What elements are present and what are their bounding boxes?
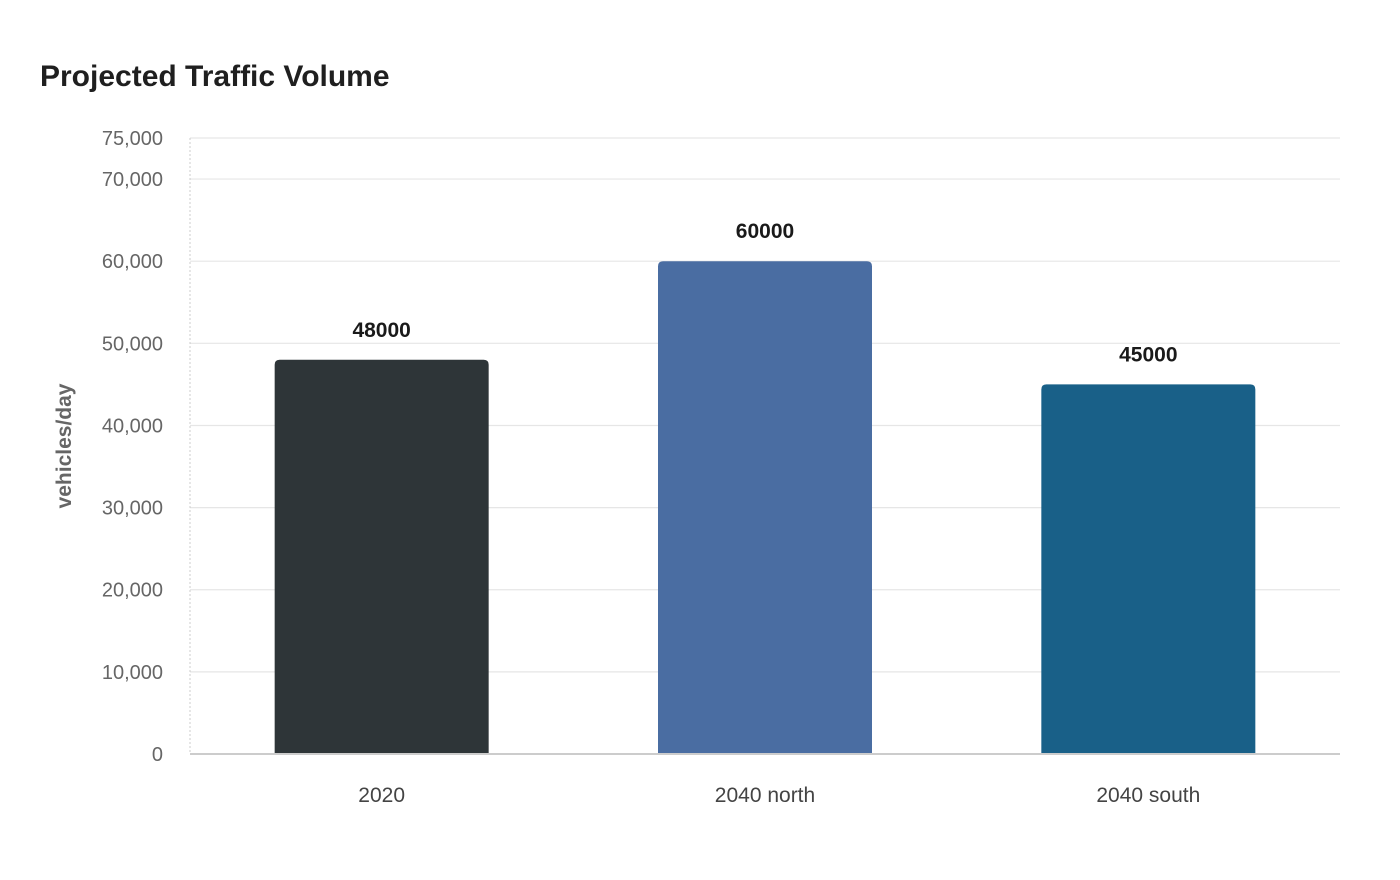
- y-axis-ticks: 0 10,000 20,000 30,000 40,000 50,000 60,000 70,…: [102, 128, 163, 766]
- bars: [274, 261, 1256, 754]
- y-tick-label: 30,000: [102, 498, 163, 520]
- bar-value-label: 60000: [736, 220, 794, 243]
- y-tick-label: 10,000: [102, 662, 163, 684]
- bar-value-label: 48000: [352, 319, 410, 342]
- y-tick-label: 50,000: [102, 333, 163, 355]
- y-tick-label: 60,000: [102, 251, 163, 273]
- value-labels: 48000 60000 45000: [352, 220, 1177, 366]
- bar-2040-south: [1041, 384, 1256, 754]
- y-tick-label: 20,000: [102, 580, 163, 602]
- y-axis-title: vehicles/day: [53, 383, 76, 508]
- x-axis-ticks: 2020 2040 north 2040 south: [358, 784, 1200, 807]
- bar-2020: [274, 359, 489, 754]
- y-tick-label: 0: [152, 744, 163, 766]
- chart-title: Projected Traffic Volume: [40, 60, 390, 93]
- x-tick-label: 2040 south: [1096, 784, 1200, 807]
- bar-value-label: 45000: [1119, 343, 1177, 366]
- y-tick-label: 70,000: [102, 169, 163, 191]
- bar-2040-north: [658, 261, 872, 754]
- y-tick-label: 40,000: [102, 415, 163, 437]
- y-tick-label: 75,000: [102, 128, 163, 150]
- x-tick-label: 2040 north: [715, 784, 815, 807]
- x-tick-label: 2020: [358, 784, 405, 807]
